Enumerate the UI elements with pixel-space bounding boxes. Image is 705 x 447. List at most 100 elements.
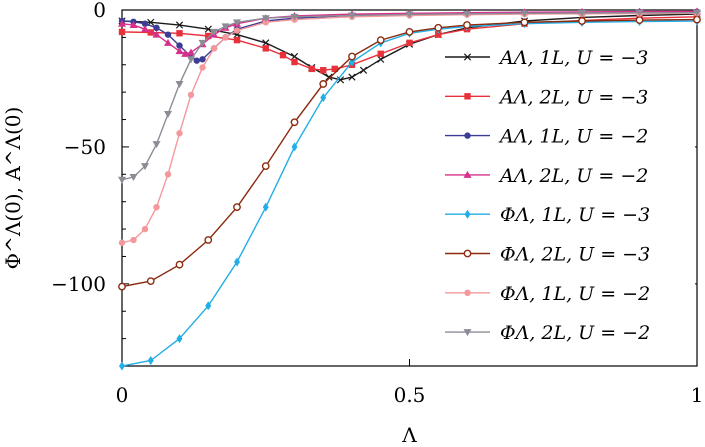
series-7-point — [153, 203, 160, 211]
series-8-point — [405, 11, 414, 19]
x-tick-label: 0.5 — [394, 383, 426, 407]
series-1-point-stroke — [290, 52, 299, 61]
series-7-point — [187, 91, 195, 99]
legend-item-1: AΛ, 1L, U = −3 — [445, 47, 648, 69]
x-tick-label: 1 — [691, 383, 704, 407]
series-8-point — [233, 19, 241, 27]
series-2-point — [279, 51, 287, 59]
series-6-point — [693, 15, 701, 24]
series-5-point — [176, 334, 183, 344]
series-1-point-stroke — [348, 73, 356, 81]
series-2-point — [377, 50, 384, 58]
legend-swatch-marker — [463, 170, 472, 178]
series-7-point — [262, 19, 269, 26]
series-2-point — [205, 32, 212, 40]
series-4-point — [187, 48, 195, 56]
series-7-point — [199, 64, 206, 71]
legend-swatch-marker — [464, 209, 471, 219]
series-8-point — [578, 10, 586, 18]
series-8-point — [348, 12, 356, 20]
series-1-point — [348, 73, 356, 81]
series-6-point — [146, 277, 155, 286]
legend-label: AΛ, 2L, U = −2 — [498, 165, 648, 187]
series-1-point-stroke — [325, 73, 333, 81]
series-4-point — [129, 21, 138, 29]
series-8-point — [221, 23, 230, 31]
legend-label: AΛ, 2L, U = −3 — [498, 86, 648, 108]
series-6-point — [233, 203, 241, 212]
series-1-point-stroke — [359, 66, 368, 74]
series-6-point — [520, 18, 529, 27]
legend-label: ΦΛ, 1L, U = −2 — [500, 283, 650, 305]
series-6-point — [290, 118, 299, 127]
x-tick-label: 0 — [116, 383, 129, 407]
series-3-point — [199, 56, 206, 63]
series-8-point — [175, 80, 184, 88]
series-1-point — [336, 76, 345, 84]
legend-label: ΦΛ, 1L, U = −3 — [500, 204, 650, 226]
series-1-point — [204, 25, 212, 33]
series-6-point — [261, 162, 270, 170]
series-2-point — [435, 31, 442, 38]
y-axis-title: Φ^Λ(0), A^Λ(0) — [1, 107, 25, 270]
legend-swatch-marker — [464, 93, 471, 100]
series-6-point — [376, 36, 385, 45]
series-8-point — [141, 163, 149, 171]
x-axis-title: Λ — [401, 423, 417, 447]
series-3-point — [153, 24, 160, 31]
series-5-point — [291, 142, 298, 152]
legend-item-6: ΦΛ, 2L, U = −3 — [445, 244, 650, 266]
series-8-point — [261, 15, 270, 23]
y-tick-label: −50 — [64, 135, 106, 159]
series-1-point-stroke — [175, 21, 184, 29]
series-7-point — [233, 27, 241, 34]
series-7-point — [164, 171, 172, 178]
series-3-point — [193, 57, 200, 64]
series-8-point — [463, 10, 471, 18]
y-tick-label: −100 — [51, 272, 106, 296]
series-6-point — [319, 80, 328, 88]
series-1-point-stroke — [377, 55, 385, 63]
legend-label: ΦΛ, 2L, U = −2 — [500, 322, 650, 344]
series-1-point — [359, 66, 368, 74]
series-7-line — [121, 12, 698, 244]
series-5-point — [234, 257, 240, 267]
legend-swatch-marker-stroke — [463, 53, 472, 61]
legend-item-7: ΦΛ, 1L, U = −2 — [445, 283, 650, 305]
legend-background — [445, 40, 695, 358]
series-1-point — [325, 73, 333, 81]
legend-item-4: AΛ, 2L, U = −2 — [445, 165, 648, 187]
series-1-point — [175, 21, 184, 29]
series-2-point — [262, 45, 269, 52]
series-1-point — [290, 52, 299, 61]
legend-item-2: AΛ, 2L, U = −3 — [445, 86, 648, 108]
series-2-point — [176, 30, 183, 37]
legend-label: ΦΛ, 2L, U = −3 — [500, 244, 650, 266]
axis-tick-labels: 0 0.5 1 0 −50 −100 — [51, 0, 703, 407]
series-7-point — [176, 130, 183, 137]
y-tick-label: 0 — [93, 0, 106, 22]
series-5-point — [205, 301, 212, 311]
series-4-point — [152, 30, 161, 38]
series-8-line — [121, 11, 697, 181]
series-6-point — [635, 16, 644, 25]
series-1-point — [262, 39, 270, 47]
legend-item-5: ΦΛ, 1L, U = −3 — [445, 204, 650, 226]
series-7-point — [118, 239, 126, 246]
series-3-point — [176, 42, 183, 49]
series-1-point-stroke — [204, 25, 212, 33]
series-6-point — [348, 52, 356, 61]
series-5-point — [119, 361, 125, 371]
series-6-point — [405, 28, 414, 36]
series-1-point — [377, 55, 385, 63]
series-8-point — [164, 111, 172, 119]
legend-swatch-marker — [463, 249, 472, 258]
series-2-point — [320, 67, 327, 74]
series-6-point — [175, 260, 184, 269]
series-6 — [118, 15, 701, 291]
legend-swatch-marker — [464, 132, 471, 139]
series-7-point — [141, 225, 149, 233]
series-2-point — [291, 58, 298, 66]
series-8-point — [187, 56, 195, 64]
